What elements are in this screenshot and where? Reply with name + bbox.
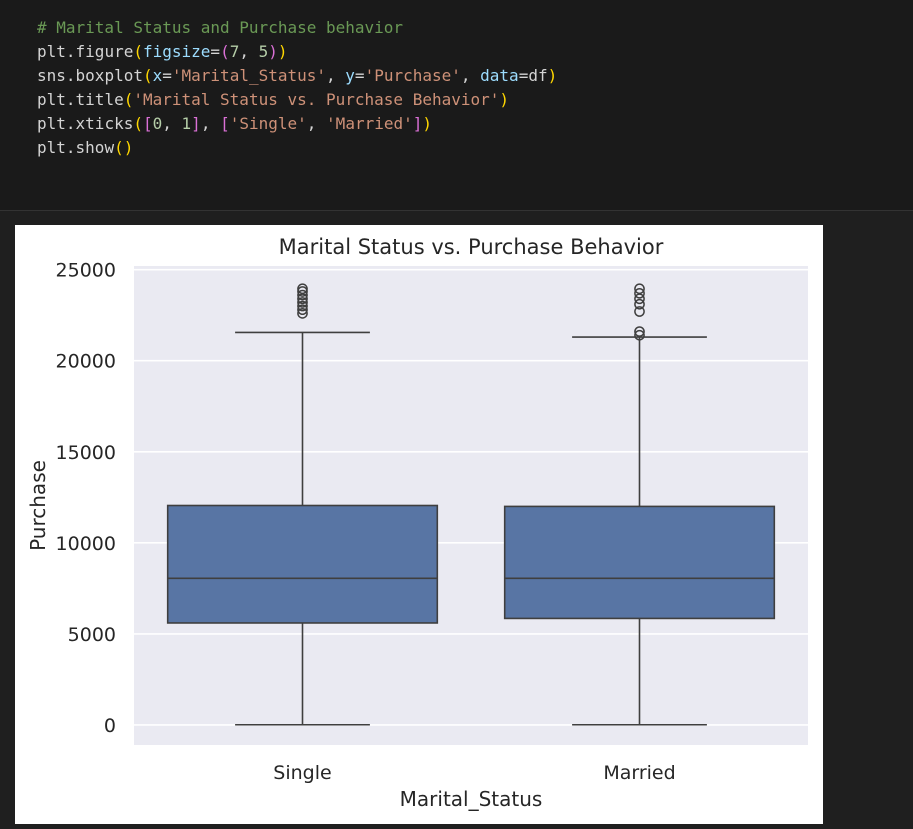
code-token: , — [326, 66, 346, 85]
code-token: 'Married' — [326, 114, 413, 133]
code-token: ) — [268, 42, 278, 61]
code-token: .title — [65, 90, 124, 109]
code-token: 7 — [229, 42, 240, 61]
outlier-point — [297, 300, 308, 312]
code-line: plt.show() — [37, 136, 557, 160]
code-token: , — [200, 114, 221, 133]
x-tick-label: Married — [603, 762, 675, 784]
code-token: 5 — [258, 42, 269, 61]
code-token: ( — [133, 114, 143, 133]
code-token: plt — [37, 42, 66, 61]
code-token: , — [162, 114, 182, 133]
code-token: , — [239, 42, 259, 61]
code-token: ) — [123, 138, 134, 157]
code-token: .figure — [65, 42, 134, 61]
code-token: ) — [547, 66, 558, 85]
code-token: ) — [499, 90, 510, 109]
outlier-point — [634, 283, 645, 295]
code-token: .xticks — [65, 114, 134, 133]
outlier-point — [297, 286, 308, 297]
code-token: 0 — [152, 114, 163, 133]
code-token: .boxplot — [65, 66, 143, 85]
code-token: plt — [37, 114, 66, 133]
code-token: figsize — [142, 42, 211, 61]
outlier-point — [634, 293, 645, 305]
code-token: ) — [277, 42, 288, 61]
outlier-point — [297, 304, 308, 316]
iqr-box — [166, 504, 439, 624]
y-axis-label: Purchase — [26, 460, 50, 551]
code-token: ] — [412, 114, 423, 133]
outlier-point — [634, 298, 645, 310]
code-token: , — [306, 114, 327, 133]
code-token: .show — [65, 138, 115, 157]
code-token: data — [480, 66, 519, 85]
code-cell[interactable]: # Marital Status and Purchase behavior pl… — [0, 0, 913, 211]
code-token: ( — [114, 138, 124, 157]
code-token: = — [162, 66, 172, 85]
outlier-point — [297, 297, 308, 308]
code-token: 1 — [181, 114, 192, 133]
code-token: sns — [37, 66, 66, 85]
outlier-point — [297, 293, 308, 305]
code-line: sns.boxplot(x='Marital_Status', y='Purch… — [37, 64, 557, 88]
code-token: plt — [37, 138, 66, 157]
outlier-point — [634, 306, 645, 317]
x-axis-ticks: Single Married — [273, 762, 675, 784]
outlier-point — [297, 289, 308, 301]
code-token: ) — [422, 114, 433, 133]
chart-figure: 0 5000 10000 15000 20000 25000 Single Married … — [15, 225, 823, 824]
code-token: ( — [220, 42, 230, 61]
outlier-point — [634, 287, 645, 299]
code-token: 'Marital Status vs. Purchase Behavior' — [133, 90, 500, 109]
y-tick-label: 10000 — [56, 533, 116, 555]
code-token: ( — [142, 66, 153, 85]
y-axis-ticks: 0 5000 10000 15000 20000 25000 — [56, 260, 116, 737]
code-token: y — [345, 66, 355, 85]
chart-title: Marital Status vs. Purchase Behavior — [279, 235, 664, 259]
outlier-point — [634, 326, 645, 337]
code-token: # Marital Status and Purchase behavior — [37, 18, 404, 37]
x-axis-label: Marital_Status — [400, 787, 543, 811]
code-token: x — [152, 66, 163, 85]
code-line: plt.figure(figsize=(7, 5)) — [37, 40, 557, 64]
code-token: [ — [220, 114, 230, 133]
outlier-point — [634, 329, 645, 341]
code-token: = — [518, 66, 529, 85]
y-tick-label: 0 — [104, 715, 116, 737]
code-token: = — [210, 42, 221, 61]
code-token: 'Single' — [229, 114, 307, 133]
code-token: [ — [142, 114, 153, 133]
iqr-box — [503, 505, 776, 620]
code-token: plt — [37, 90, 66, 109]
code-line: plt.xticks([0, 1], ['Single', 'Married']… — [37, 112, 557, 136]
boxplot-series — [166, 283, 776, 726]
code-token: 'Marital_Status' — [171, 66, 327, 85]
code-token: 'Purchase' — [364, 66, 461, 85]
code-token: ( — [123, 90, 134, 109]
code-editor[interactable]: # Marital Status and Purchase behavior pl… — [37, 16, 557, 160]
code-token: , — [460, 66, 481, 85]
outlier-point — [297, 283, 308, 295]
box-married — [503, 283, 776, 726]
box-single — [166, 283, 439, 726]
code-line: # Marital Status and Purchase behavior — [37, 16, 557, 40]
y-tick-label: 5000 — [68, 624, 116, 646]
code-token: = — [354, 66, 365, 85]
y-tick-label: 15000 — [56, 442, 116, 464]
code-line: plt.title('Marital Status vs. Purchase B… — [37, 88, 557, 112]
code-token: df — [528, 66, 548, 85]
outlier-point — [297, 308, 308, 319]
y-tick-label: 20000 — [56, 351, 116, 373]
x-tick-label: Single — [273, 762, 331, 784]
code-token: ] — [191, 114, 201, 133]
y-tick-label: 25000 — [56, 260, 116, 282]
code-token: ( — [133, 42, 143, 61]
